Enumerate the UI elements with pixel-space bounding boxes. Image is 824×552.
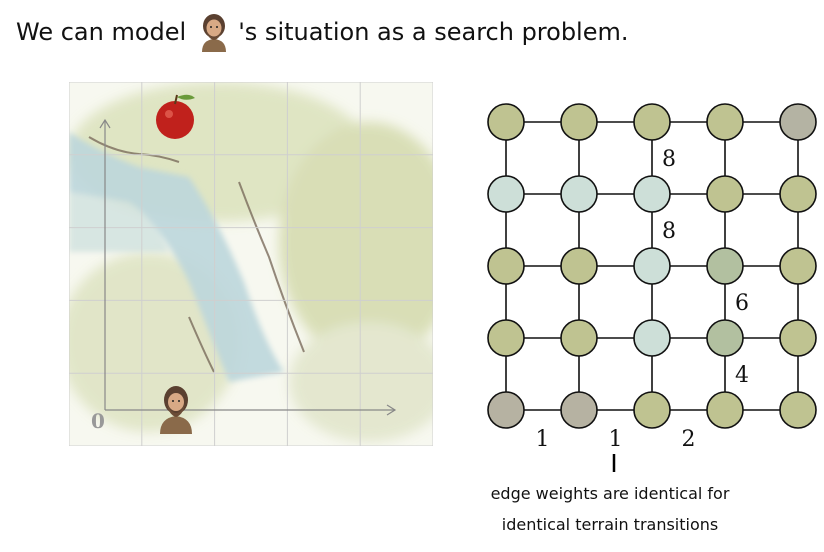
edge-weight-label: 8 <box>662 147 676 172</box>
graph-node-water <box>633 247 671 285</box>
graph-node-grass <box>779 175 817 213</box>
graph-node-grass <box>706 391 744 429</box>
edge-weight-label: 1 <box>536 427 550 452</box>
edge-weight-label: 4 <box>735 363 749 388</box>
graph-node-grass <box>633 103 671 141</box>
graph-node-grass <box>779 391 817 429</box>
graph-node-water <box>633 319 671 357</box>
caption-pointer <box>612 454 616 472</box>
edge-weight-label: 8 <box>662 219 676 244</box>
apple-icon <box>156 94 195 139</box>
graph-node-grass <box>779 247 817 285</box>
map-terrain-background <box>69 82 433 446</box>
river <box>69 132 284 382</box>
graph-node-grass <box>633 391 671 429</box>
caveman-icon <box>202 14 227 52</box>
slide-headline: We can model 's situation as a search pr… <box>16 12 629 52</box>
graph-node-grass <box>560 247 598 285</box>
edge-weight-label: 6 <box>735 291 749 316</box>
graph-node-water <box>633 175 671 213</box>
graph-node-water <box>487 175 525 213</box>
graph-node-grass <box>706 103 744 141</box>
caveman-icon <box>160 386 192 434</box>
map-grid <box>69 82 433 446</box>
graph-node-rock <box>779 103 817 141</box>
caption-line-2: identical terrain transitions <box>501 515 719 534</box>
graph-node-grass <box>560 103 598 141</box>
edge-weight-label: 2 <box>682 427 696 452</box>
graph-node-stone <box>487 391 525 429</box>
graph-edge-labels: 8 8 6 4 1 1 2 <box>536 147 750 452</box>
graph-node-forest <box>706 319 744 357</box>
graph-node-grass <box>706 175 744 213</box>
map-axes <box>99 118 397 416</box>
graph-nodes <box>487 103 817 429</box>
graph-node-water <box>560 175 598 213</box>
edge-weight-label: 1 <box>609 427 623 452</box>
graph-node-grass <box>779 319 817 357</box>
graph-node-grass <box>487 319 525 357</box>
headline-text-before: We can model <box>16 18 187 46</box>
graph-node-grass <box>487 103 525 141</box>
graph-node-forest <box>706 247 744 285</box>
headline-text-after: 's situation as a search problem. <box>238 18 629 46</box>
graph-node-grass <box>487 247 525 285</box>
origin-label: 0 <box>91 409 105 433</box>
rock-ridges <box>88 136 305 373</box>
search-graph: 8 8 6 4 1 1 2 <box>487 103 817 452</box>
graph-node-stone <box>560 391 598 429</box>
caption-line-1: edge weights are identical for <box>490 484 730 503</box>
terrain-map: 0 <box>69 82 433 446</box>
graph-node-grass <box>560 319 598 357</box>
